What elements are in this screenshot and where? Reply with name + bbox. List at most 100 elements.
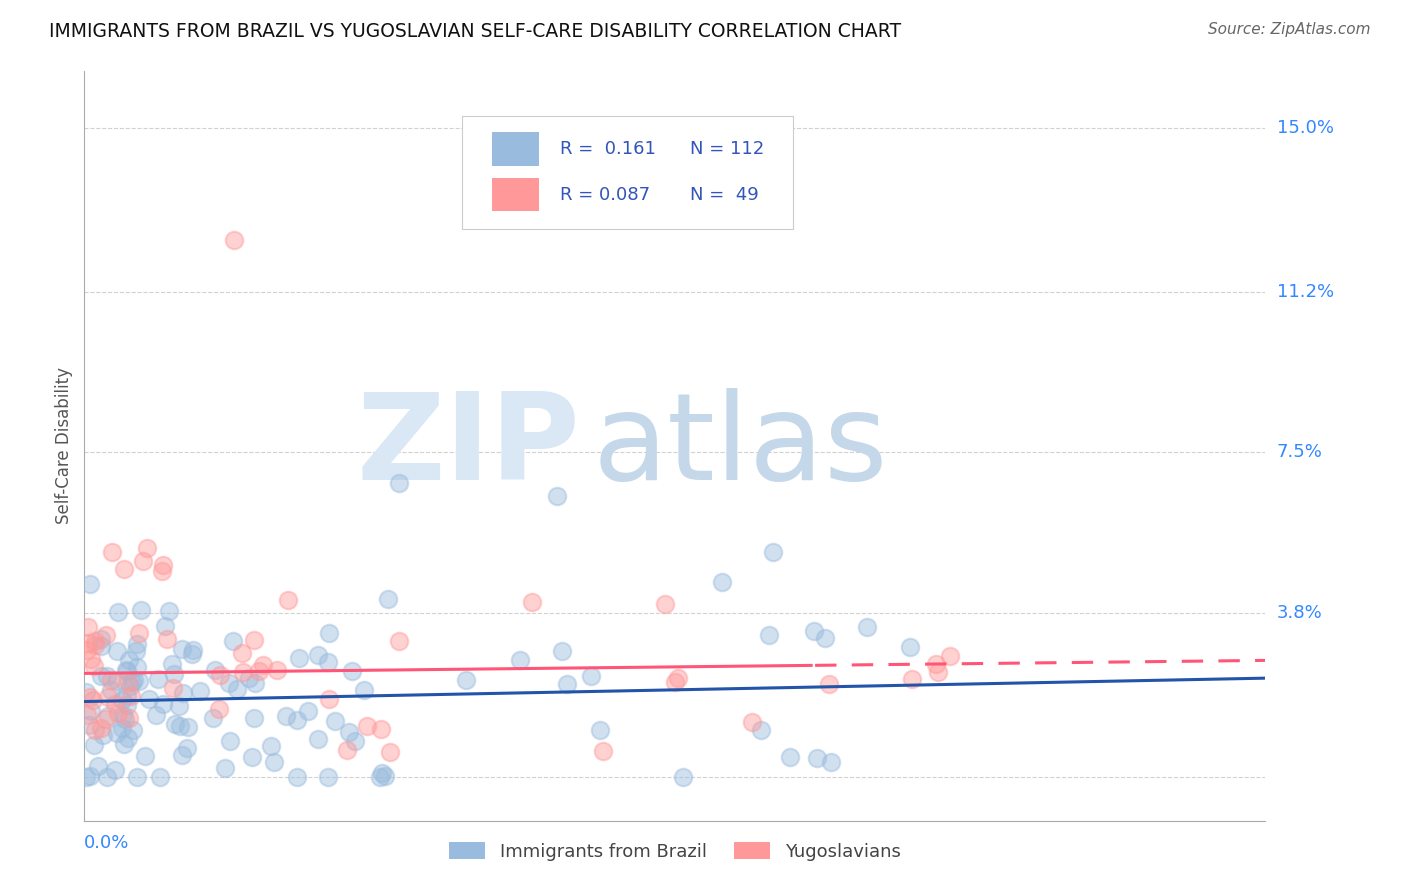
- Point: [83, 638, 105, 652]
- Point: [100, 683, 122, 698]
- Point: [370, 723, 392, 737]
- Point: [149, 770, 172, 784]
- Point: [105, 644, 128, 658]
- Point: [711, 574, 734, 589]
- Point: [925, 657, 948, 672]
- Point: [76, 643, 98, 657]
- Point: [111, 722, 134, 736]
- Point: [76, 708, 98, 723]
- Point: [927, 665, 949, 679]
- Point: [105, 726, 128, 740]
- Point: [153, 619, 176, 633]
- Point: [318, 655, 340, 669]
- Point: [336, 743, 359, 757]
- Point: [820, 755, 842, 769]
- Point: [307, 648, 329, 662]
- Point: [177, 720, 200, 734]
- Text: ZIP: ZIP: [357, 387, 581, 505]
- Point: [277, 593, 299, 607]
- Point: [318, 626, 340, 640]
- Point: [96, 770, 118, 784]
- Point: [83, 658, 105, 673]
- Point: [97, 690, 120, 705]
- Point: [188, 684, 211, 698]
- Point: [592, 744, 614, 758]
- Point: [96, 669, 118, 683]
- Point: [115, 689, 138, 703]
- Point: [82, 693, 104, 707]
- Point: [546, 489, 568, 503]
- Point: [672, 770, 695, 784]
- Point: [111, 693, 134, 707]
- Point: [132, 554, 155, 568]
- Point: [260, 739, 283, 753]
- Point: [274, 709, 297, 723]
- Point: [128, 673, 150, 688]
- Text: IMMIGRANTS FROM BRAZIL VS YUGOSLAVIAN SELF-CARE DISABILITY CORRELATION CHART: IMMIGRANTS FROM BRAZIL VS YUGOSLAVIAN SE…: [49, 22, 901, 41]
- Point: [243, 632, 266, 647]
- Point: [117, 674, 139, 689]
- Point: [76, 620, 98, 634]
- Point: [749, 723, 772, 737]
- Text: R = 0.087: R = 0.087: [561, 186, 651, 203]
- Point: [157, 604, 180, 618]
- Bar: [492, 178, 538, 211]
- Point: [90, 669, 112, 683]
- Point: [79, 690, 101, 705]
- Point: [145, 707, 167, 722]
- Point: [79, 577, 101, 591]
- Text: atlas: atlas: [592, 387, 887, 505]
- Point: [340, 665, 363, 679]
- Point: [579, 669, 602, 683]
- Point: [509, 653, 531, 667]
- Point: [104, 698, 127, 712]
- Text: N = 112: N = 112: [690, 140, 765, 158]
- Point: [107, 605, 129, 619]
- Y-axis label: Self-Care Disability: Self-Care Disability: [55, 368, 73, 524]
- Point: [79, 769, 101, 783]
- Point: [156, 632, 179, 646]
- Point: [117, 731, 139, 745]
- Point: [307, 732, 329, 747]
- Point: [120, 679, 142, 693]
- Text: 0.0%: 0.0%: [84, 834, 129, 852]
- Text: 15.0%: 15.0%: [1277, 119, 1333, 136]
- Point: [138, 692, 160, 706]
- Point: [134, 749, 156, 764]
- Text: N =  49: N = 49: [690, 186, 759, 203]
- Point: [75, 770, 97, 784]
- Point: [374, 769, 396, 783]
- Point: [105, 674, 128, 689]
- Point: [214, 761, 236, 775]
- Point: [285, 770, 308, 784]
- Point: [80, 651, 103, 665]
- Text: 3.8%: 3.8%: [1277, 604, 1322, 622]
- Point: [204, 663, 226, 677]
- Point: [118, 711, 141, 725]
- Point: [654, 597, 676, 611]
- Point: [219, 734, 242, 748]
- Point: [901, 672, 924, 686]
- Point: [112, 737, 135, 751]
- Point: [377, 591, 399, 606]
- FancyBboxPatch shape: [463, 116, 793, 228]
- Point: [122, 673, 145, 688]
- Point: [121, 674, 143, 689]
- Point: [90, 632, 112, 646]
- Point: [115, 665, 138, 679]
- Point: [762, 545, 785, 559]
- Point: [741, 715, 763, 730]
- Point: [167, 699, 190, 714]
- Point: [117, 698, 139, 713]
- Point: [107, 706, 129, 721]
- Point: [125, 643, 148, 657]
- Point: [122, 723, 145, 738]
- Point: [456, 673, 478, 687]
- Point: [285, 713, 308, 727]
- Point: [129, 602, 152, 616]
- Point: [343, 734, 366, 748]
- Point: [353, 682, 375, 697]
- Point: [806, 751, 828, 765]
- Point: [388, 633, 411, 648]
- Point: [176, 741, 198, 756]
